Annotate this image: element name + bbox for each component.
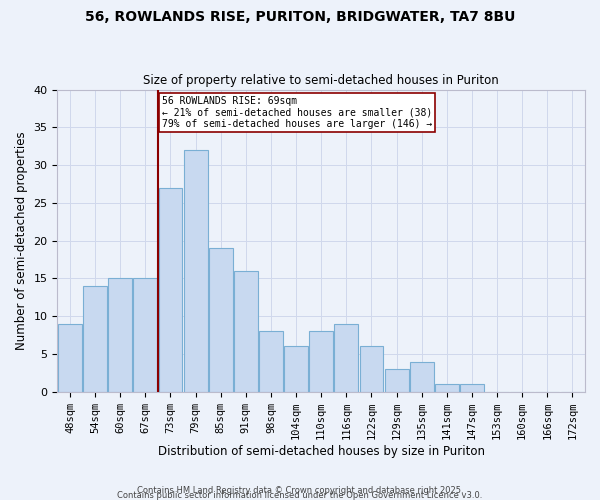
Title: Size of property relative to semi-detached houses in Puriton: Size of property relative to semi-detach… bbox=[143, 74, 499, 87]
Text: 56 ROWLANDS RISE: 69sqm
← 21% of semi-detached houses are smaller (38)
79% of se: 56 ROWLANDS RISE: 69sqm ← 21% of semi-de… bbox=[161, 96, 432, 129]
Text: 56, ROWLANDS RISE, PURITON, BRIDGWATER, TA7 8BU: 56, ROWLANDS RISE, PURITON, BRIDGWATER, … bbox=[85, 10, 515, 24]
Bar bbox=[133, 278, 157, 392]
Bar bbox=[259, 332, 283, 392]
Bar bbox=[359, 346, 383, 392]
Bar bbox=[184, 150, 208, 392]
Bar bbox=[209, 248, 233, 392]
Bar bbox=[410, 362, 434, 392]
Bar bbox=[385, 369, 409, 392]
Y-axis label: Number of semi-detached properties: Number of semi-detached properties bbox=[15, 132, 28, 350]
Text: Contains HM Land Registry data © Crown copyright and database right 2025.: Contains HM Land Registry data © Crown c… bbox=[137, 486, 463, 495]
Bar bbox=[58, 324, 82, 392]
Bar bbox=[234, 271, 258, 392]
Bar bbox=[435, 384, 459, 392]
Bar bbox=[460, 384, 484, 392]
Bar bbox=[108, 278, 132, 392]
Text: Contains public sector information licensed under the Open Government Licence v3: Contains public sector information licen… bbox=[118, 490, 482, 500]
X-axis label: Distribution of semi-detached houses by size in Puriton: Distribution of semi-detached houses by … bbox=[158, 444, 485, 458]
Bar bbox=[334, 324, 358, 392]
Bar bbox=[309, 332, 333, 392]
Bar bbox=[83, 286, 107, 392]
Bar bbox=[284, 346, 308, 392]
Bar bbox=[158, 188, 182, 392]
